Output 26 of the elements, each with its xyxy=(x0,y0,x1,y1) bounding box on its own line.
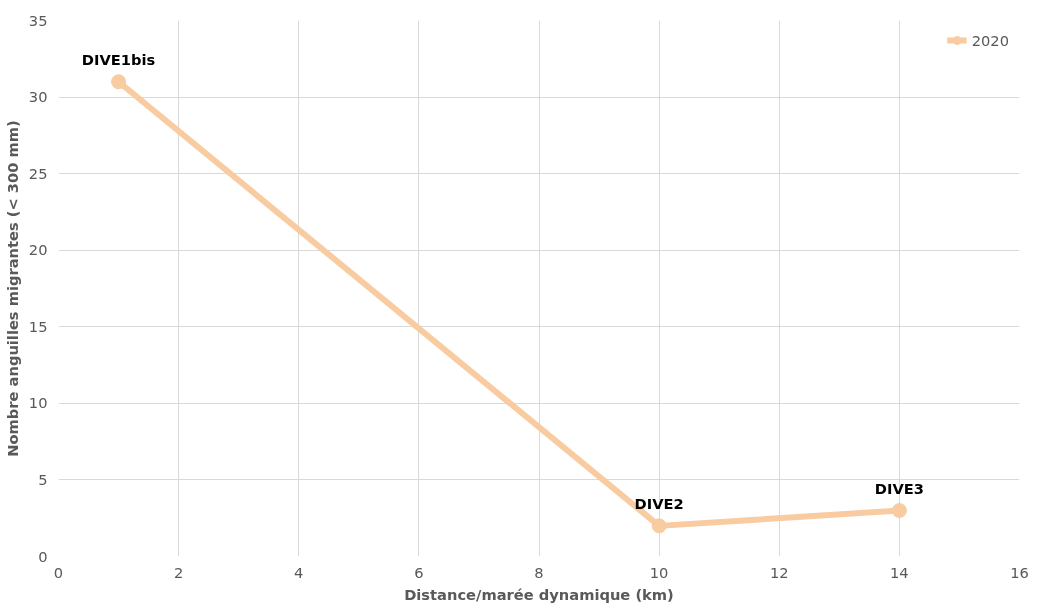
x-tick-label: 10 xyxy=(649,563,669,581)
legend-label: 2020 xyxy=(971,31,1009,49)
x-tick-label: 6 xyxy=(414,563,424,581)
y-tick-label: 35 xyxy=(28,11,48,29)
y-tick-label: 0 xyxy=(38,547,48,565)
y-tick-label: 15 xyxy=(28,317,48,335)
y-axis-title: Nombre anguilles migrantes (< 300 mm) xyxy=(3,120,21,457)
x-tick-label: 14 xyxy=(890,563,909,581)
y-tick-label: 25 xyxy=(28,164,48,182)
x-axis-title: Distance/marée dynamique (km) xyxy=(404,585,674,603)
point xyxy=(111,74,127,90)
y-tick-label: 30 xyxy=(28,88,48,106)
annotation: DIVE2 xyxy=(634,494,684,512)
annotation: DIVE1bis xyxy=(81,50,156,68)
point xyxy=(891,503,907,519)
x-tick-label: 16 xyxy=(1010,563,1029,581)
x-tick-label: 12 xyxy=(769,563,789,581)
x-tick-label: 4 xyxy=(294,563,304,581)
annotation: DIVE3 xyxy=(874,479,924,497)
y-tick-label: 10 xyxy=(28,394,48,412)
y-tick-label: 20 xyxy=(28,241,48,259)
x-tick-label: 2 xyxy=(173,563,184,581)
x-tick-label: 8 xyxy=(534,563,544,581)
point xyxy=(651,518,667,534)
y-tick-label: 5 xyxy=(38,470,48,488)
x-tick-label: 0 xyxy=(53,563,64,581)
